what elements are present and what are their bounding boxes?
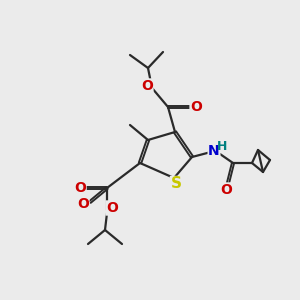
Text: O: O	[190, 100, 202, 114]
Text: S: S	[170, 176, 182, 191]
Text: H: H	[217, 140, 227, 154]
Text: O: O	[141, 79, 153, 93]
Text: O: O	[220, 183, 232, 197]
Text: O: O	[77, 197, 89, 211]
Text: N: N	[208, 144, 220, 158]
Text: O: O	[106, 201, 118, 215]
Text: O: O	[74, 181, 86, 195]
